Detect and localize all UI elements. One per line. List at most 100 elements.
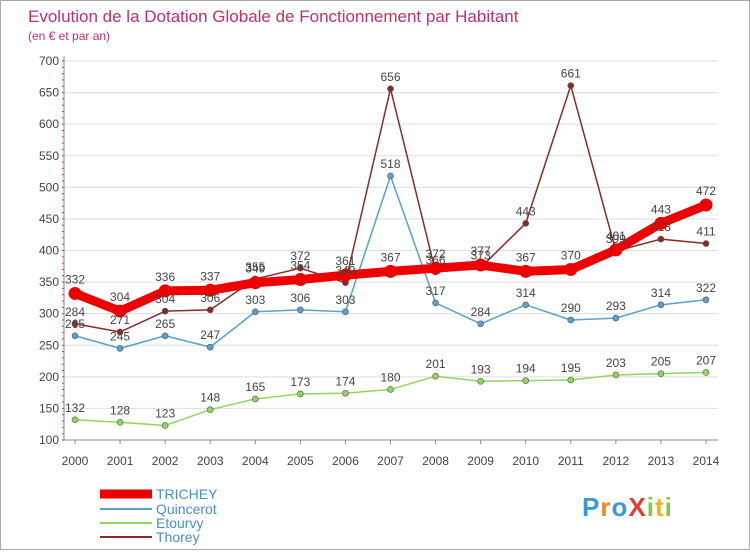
data-label-thorey-2013: 418: [651, 220, 671, 234]
data-point-quincerot-2003: [206, 343, 214, 351]
data-label-trichey-2008: 372: [426, 247, 446, 261]
data-point-quincerot-2000: [71, 332, 79, 340]
x-tick-label-2011: 2011: [558, 454, 584, 468]
data-point-trichey-2005: [293, 273, 307, 287]
data-point-quincerot-2008: [432, 299, 439, 307]
data-label-thorey-2001: 271: [110, 313, 130, 327]
data-point-trichey-2013: [654, 216, 668, 230]
data-label-quincerot-2001: 245: [110, 329, 130, 343]
y-tick-label-100: 100: [39, 433, 59, 447]
data-point-etourvy-2004: [251, 395, 259, 403]
data-label-etourvy-2002: 123: [155, 406, 175, 420]
legend-label-quincerot: Quincerot: [156, 501, 217, 517]
data-point-quincerot-2007: [387, 172, 394, 180]
data-point-trichey-2011: [564, 262, 578, 276]
data-point-trichey-2008: [429, 261, 443, 275]
data-point-quincerot-2002: [161, 332, 169, 340]
data-label-thorey-2007: 656: [380, 70, 400, 84]
y-tick-label-700: 700: [39, 54, 59, 68]
data-label-quincerot-2009: 284: [471, 305, 491, 319]
x-tick-label-2009: 2009: [467, 454, 494, 468]
proxiti-logo: ProXiti: [582, 492, 673, 522]
data-point-quincerot-2013: [657, 301, 665, 309]
data-point-etourvy-2003: [206, 406, 214, 413]
data-point-quincerot-2005: [297, 306, 304, 314]
data-label-etourvy-2005: 173: [290, 375, 310, 389]
data-point-quincerot-2010: [522, 301, 530, 309]
data-label-trichey-2013: 443: [651, 202, 671, 216]
series-layer: [68, 82, 713, 429]
data-label-etourvy-2007: 180: [380, 370, 400, 384]
data-label-trichey-2003: 337: [200, 269, 220, 283]
data-label-quincerot-2013: 314: [651, 286, 671, 300]
data-label-etourvy-2001: 128: [110, 403, 130, 417]
data-label-trichey-2012: 401: [606, 229, 626, 243]
x-tick-label-2000: 2000: [62, 454, 89, 468]
data-point-thorey-2005: [297, 264, 304, 272]
data-point-quincerot-2004: [251, 308, 259, 316]
x-tick-label-2007: 2007: [377, 454, 404, 468]
data-point-etourvy-2008: [432, 372, 439, 380]
data-point-trichey-2003: [203, 283, 217, 297]
data-point-trichey-2006: [338, 268, 352, 282]
legend-label-etourvy: Etourvy: [156, 515, 203, 531]
data-point-etourvy-2012: [612, 371, 620, 379]
data-label-etourvy-2000: 132: [65, 401, 85, 415]
legend: TRICHEY Quincerot Etourvy Thorey: [100, 486, 218, 545]
data-label-thorey-2008: 366: [426, 253, 446, 267]
x-tick-label-2012: 2012: [603, 454, 630, 468]
data-label-thorey-2002: 304: [155, 292, 175, 306]
data-label-quincerot-2002: 265: [155, 317, 175, 331]
data-label-trichey-2001: 304: [110, 290, 130, 304]
x-tick-label-2013: 2013: [648, 454, 675, 468]
y-tick-label-250: 250: [39, 338, 59, 352]
data-point-trichey-2014: [699, 198, 713, 212]
data-label-thorey-2006: 349: [335, 264, 355, 278]
data-label-thorey-2004: 355: [245, 260, 265, 274]
logo-text: ProXiti: [582, 492, 673, 522]
data-point-thorey-2010: [522, 220, 530, 227]
x-tick-label-2002: 2002: [152, 454, 179, 468]
data-point-etourvy-2006: [342, 389, 349, 397]
data-label-etourvy-2004: 165: [245, 380, 265, 394]
data-point-thorey-2014: [702, 240, 710, 247]
data-point-trichey-2001: [113, 304, 127, 318]
data-point-thorey-2003: [206, 306, 214, 314]
data-label-etourvy-2006: 174: [335, 374, 355, 388]
data-label-etourvy-2008: 201: [426, 357, 446, 371]
data-label-quincerot-2010: 314: [516, 286, 536, 300]
data-label-etourvy-2014: 207: [696, 353, 716, 367]
x-tick-label-2003: 2003: [197, 454, 224, 468]
data-point-thorey-2000: [71, 320, 79, 328]
y-tick-label-550: 550: [39, 149, 59, 163]
y-tick-label-650: 650: [39, 86, 59, 100]
data-label-trichey-2005: 354: [290, 259, 310, 273]
data-point-trichey-2004: [248, 276, 262, 290]
data-label-trichey-2014: 472: [696, 184, 716, 198]
data-point-thorey-2007: [387, 85, 394, 93]
data-point-quincerot-2014: [702, 296, 710, 304]
x-tick-label-2008: 2008: [422, 454, 449, 468]
chart-subtitle: (en € et par an): [28, 29, 110, 43]
data-label-thorey-2010: 443: [516, 204, 536, 218]
data-point-etourvy-2001: [116, 419, 124, 426]
data-point-etourvy-2007: [387, 386, 394, 393]
y-tick-label-200: 200: [39, 370, 59, 384]
data-label-quincerot-2008: 317: [426, 284, 446, 298]
data-label-etourvy-2009: 193: [471, 362, 491, 376]
data-label-thorey-2011: 661: [561, 67, 581, 81]
data-label-trichey-2002: 336: [155, 270, 175, 284]
data-point-thorey-2013: [657, 235, 665, 243]
data-point-etourvy-2010: [522, 377, 530, 384]
data-label-quincerot-2006: 303: [335, 293, 355, 307]
data-label-thorey-2012: 399: [606, 232, 626, 246]
data-point-etourvy-2009: [477, 377, 484, 385]
y-tick-label-600: 600: [39, 117, 59, 131]
data-label-quincerot-2011: 290: [561, 301, 581, 315]
data-label-trichey-2009: 377: [471, 244, 491, 258]
data-label-trichey-2006: 361: [335, 254, 355, 268]
data-label-quincerot-2005: 306: [290, 291, 310, 305]
data-label-trichey-2007: 367: [380, 250, 400, 264]
